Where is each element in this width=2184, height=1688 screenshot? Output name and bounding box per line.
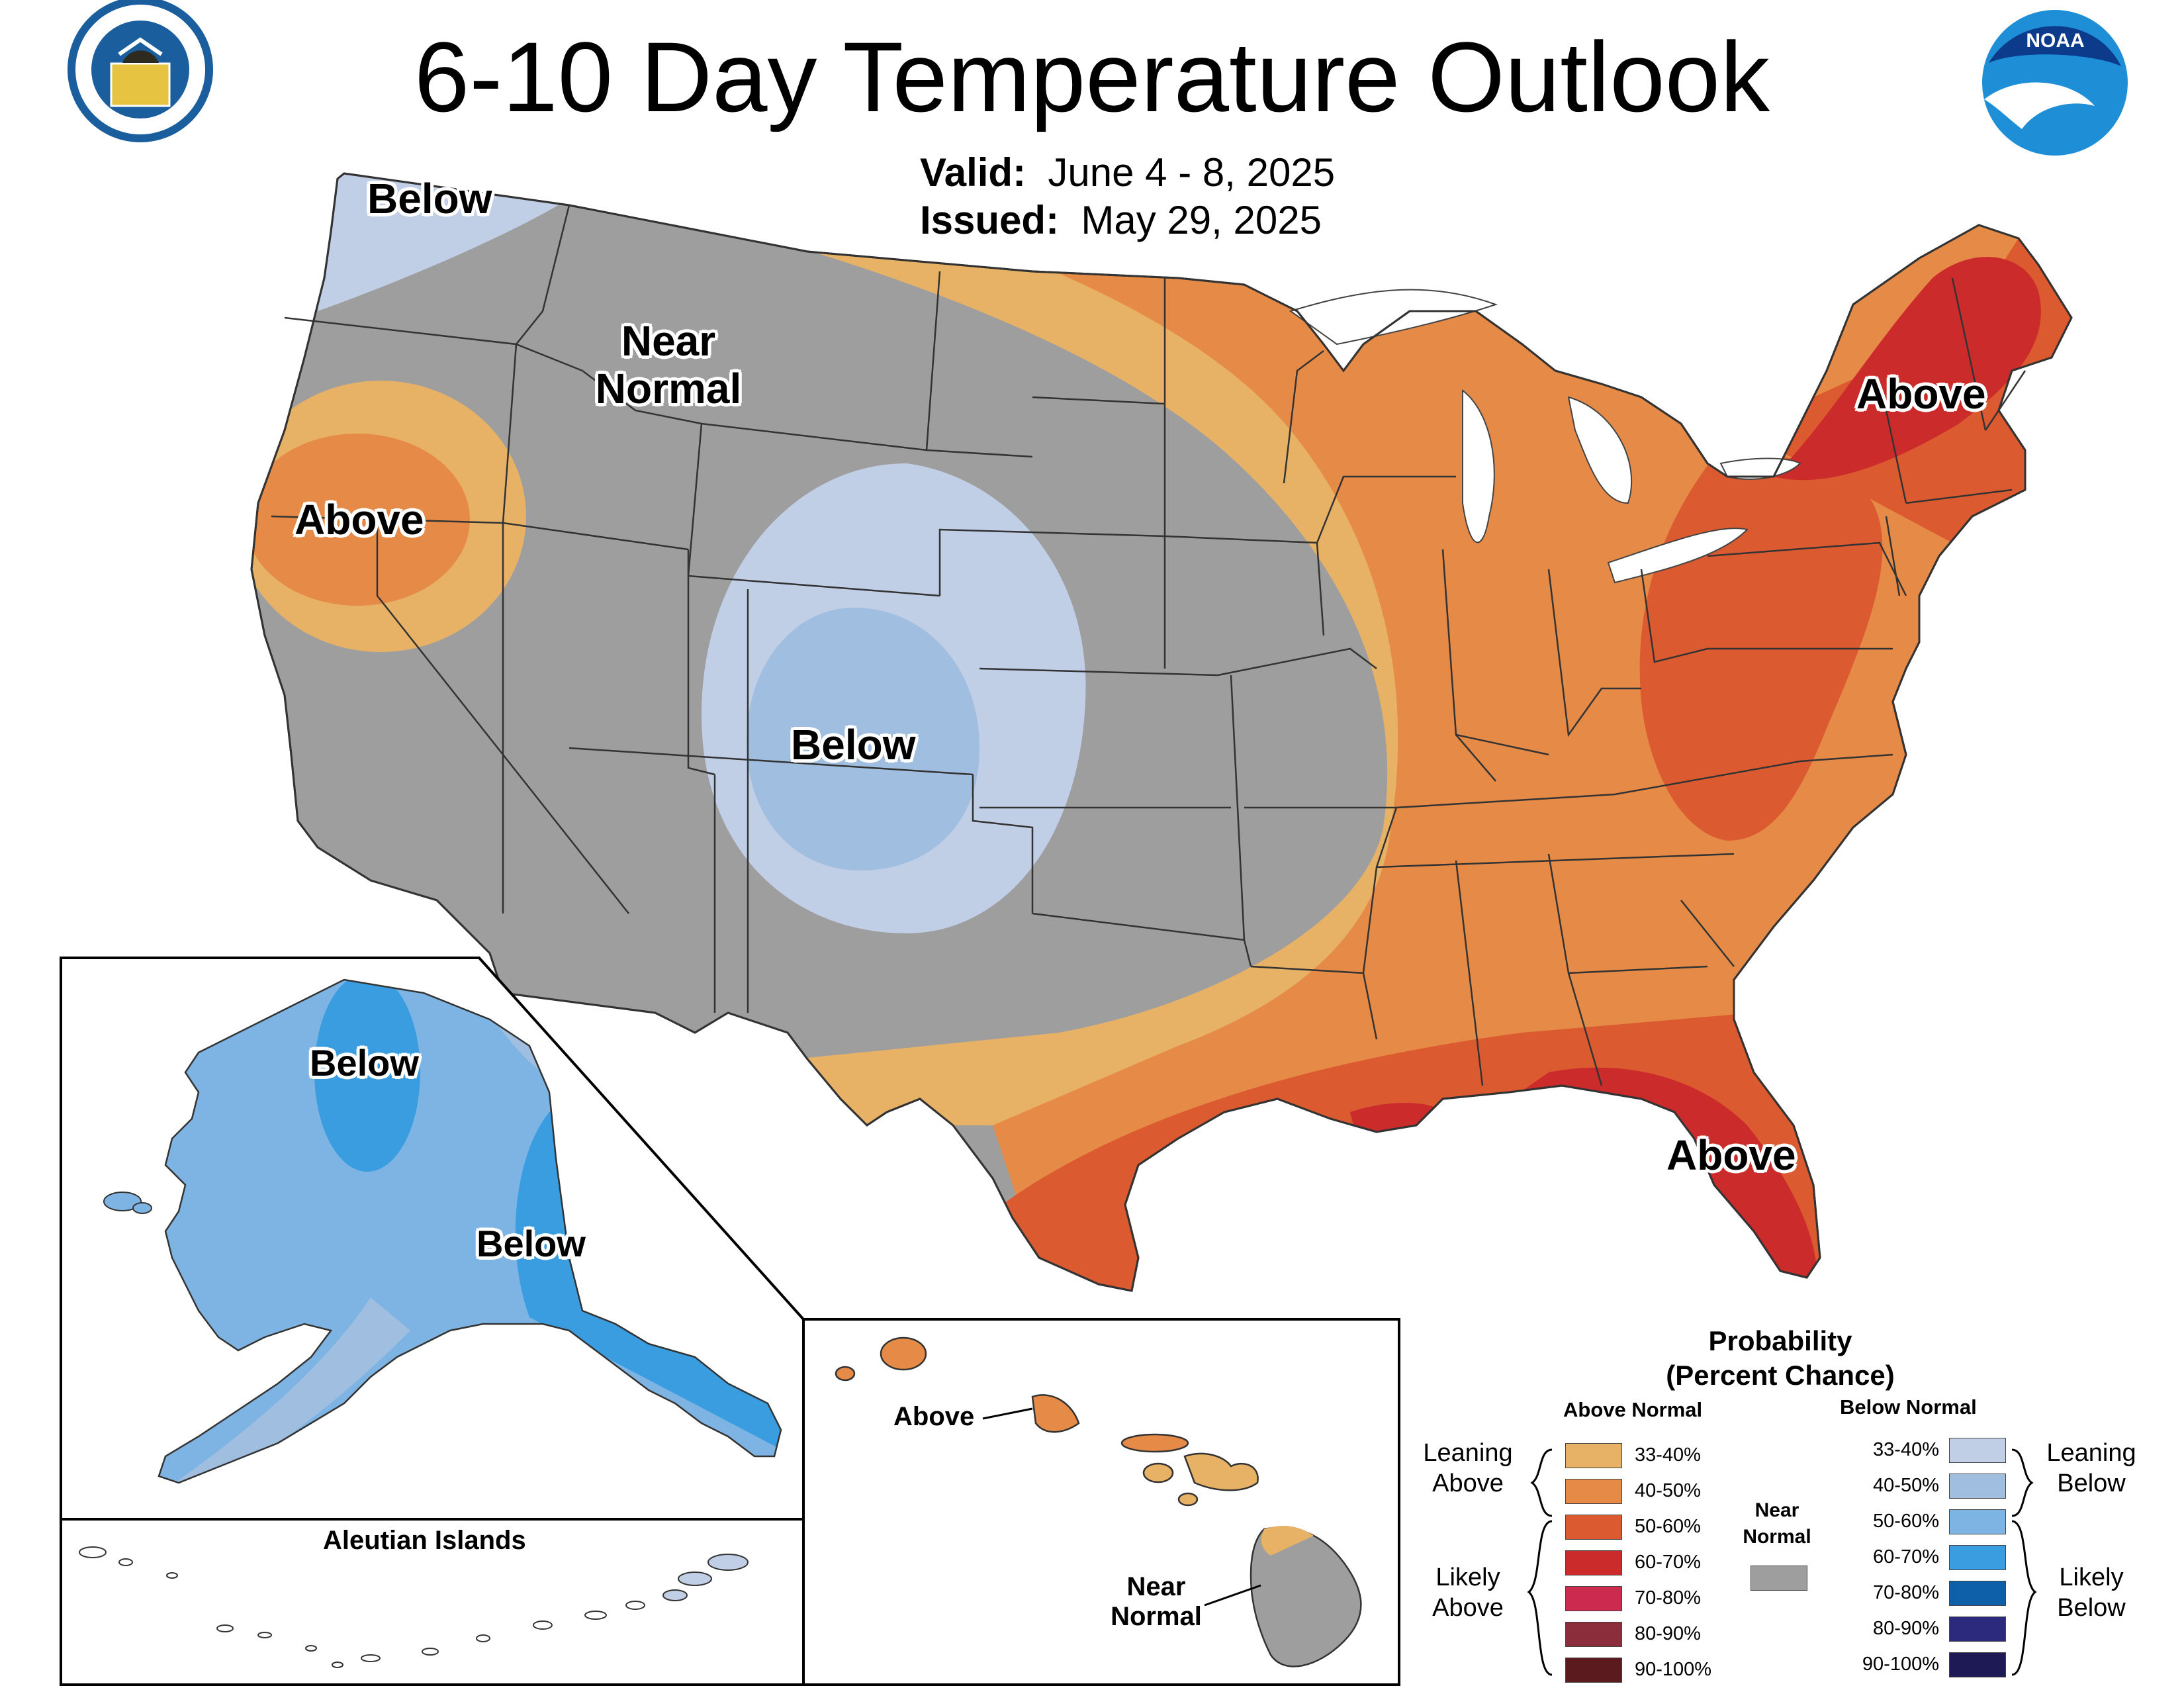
legend-above-range-6: 80-90% bbox=[1635, 1623, 1701, 1644]
molokai-island bbox=[1120, 1433, 1189, 1453]
near-normal-line2: Normal bbox=[595, 364, 742, 412]
hawaii-inset bbox=[802, 1318, 1400, 1686]
legend-below-range-6: 80-90% bbox=[1873, 1618, 1939, 1639]
great-lakes bbox=[1289, 289, 1801, 584]
state-boundaries bbox=[250, 172, 2073, 1292]
aleutian-islands-title: Aleutian Islands bbox=[323, 1526, 526, 1555]
pnw-below-label: Below bbox=[367, 175, 492, 222]
leaning-below-line2: Below bbox=[2057, 1470, 2126, 1497]
legend-above-range-5: 70-80% bbox=[1635, 1587, 1701, 1609]
legend-likely-above: Likely Above bbox=[1415, 1562, 1521, 1623]
below-33-40-pnw-area bbox=[318, 173, 569, 311]
legend-below-swatch-5 bbox=[1949, 1581, 2006, 1606]
legend-near-normal-swatch bbox=[1751, 1566, 1807, 1591]
hawaii-near-normal-label: Near Normal bbox=[1107, 1572, 1206, 1632]
valid-dates: Valid: June 4 - 8, 2025 Issued: May 29, … bbox=[920, 149, 1335, 244]
alaska-east-below-label: Below bbox=[477, 1223, 586, 1264]
aleutian-inset bbox=[60, 1518, 805, 1686]
legend-above-swatch-5 bbox=[1565, 1586, 1622, 1611]
near-normal-line1: Near bbox=[621, 317, 716, 365]
legend-below-header: Below Normal bbox=[1840, 1395, 1977, 1419]
northeast-above-label: Above bbox=[1856, 370, 1986, 418]
legend-below-range-1: 33-40% bbox=[1873, 1439, 1939, 1460]
legend-below-swatch-4 bbox=[1949, 1545, 2006, 1570]
legend-below-range-4: 60-70% bbox=[1873, 1546, 1939, 1568]
kauai-island bbox=[880, 1336, 927, 1371]
legend-leaning-below: Leaning Below bbox=[2035, 1438, 2148, 1499]
legend-above-swatch-2 bbox=[1565, 1479, 1622, 1504]
legend-below-range-3: 50-60% bbox=[1873, 1511, 1939, 1532]
legend-above-swatch-6 bbox=[1565, 1622, 1622, 1647]
likely-above-line2: Above bbox=[1432, 1594, 1504, 1622]
legend-leaning-above: Leaning Above bbox=[1415, 1438, 1521, 1499]
issued-value: May 29, 2025 bbox=[1081, 198, 1322, 242]
above-60-70-louisiana-area bbox=[1350, 1103, 1456, 1141]
likely-below-line2: Below bbox=[2057, 1594, 2126, 1622]
legend-below-swatch-2 bbox=[1949, 1474, 2006, 1499]
legend-below-swatch-1 bbox=[1949, 1438, 2006, 1463]
legend-below-swatch-7 bbox=[1949, 1652, 2006, 1677]
oahu-island bbox=[1031, 1394, 1080, 1433]
near-normal-label: Near Normal bbox=[582, 317, 754, 412]
noaa-logo-text: NOAA bbox=[2026, 30, 2085, 52]
legend-below-swatch-6 bbox=[1949, 1617, 2006, 1642]
page-title: 6-10 Day Temperature Outlook bbox=[414, 21, 1770, 132]
leaning-above-line1: Leaning bbox=[1423, 1439, 1513, 1467]
noaa-logo bbox=[1982, 10, 2128, 156]
likely-below-line1: Likely bbox=[2059, 1564, 2124, 1591]
legend-near-line1: Near bbox=[1754, 1499, 1799, 1521]
maui-island bbox=[1183, 1452, 1259, 1491]
legend-title: Probability (Percent Chance) bbox=[1615, 1324, 1946, 1393]
issued-label: Issued: bbox=[920, 198, 1060, 242]
rockies-below-label: Below bbox=[791, 721, 916, 769]
legend-above-header: Above Normal bbox=[1563, 1398, 1703, 1421]
legend-below-range-2: 40-50% bbox=[1873, 1475, 1939, 1496]
legend-near-line2: Normal bbox=[1743, 1526, 1811, 1548]
legend-above-range-3: 50-60% bbox=[1635, 1516, 1701, 1537]
alaska-north-below-60-70 bbox=[314, 980, 420, 1172]
likely-above-line1: Likely bbox=[1435, 1564, 1500, 1591]
legend-above-range-1: 33-40% bbox=[1635, 1444, 1701, 1466]
big-island bbox=[1250, 1526, 1362, 1667]
legend-title-line1: Probability bbox=[1708, 1325, 1852, 1356]
legend-likely-below: Likely Below bbox=[2035, 1562, 2148, 1623]
legend-above-range-4: 60-70% bbox=[1635, 1552, 1701, 1573]
hawaii-near-line1: Near bbox=[1126, 1572, 1186, 1601]
legend-above-swatch-4 bbox=[1565, 1550, 1622, 1575]
legend-above-range-2: 40-50% bbox=[1635, 1480, 1701, 1501]
legend-below-swatch-3 bbox=[1949, 1509, 2006, 1534]
valid-label: Valid: bbox=[920, 150, 1026, 195]
alaska-north-below-label: Below bbox=[310, 1042, 419, 1084]
legend-above-swatch-3 bbox=[1565, 1515, 1622, 1540]
valid-value: June 4 - 8, 2025 bbox=[1048, 150, 1336, 195]
legend-near-normal: Near Normal bbox=[1737, 1497, 1817, 1550]
commerce-seal-logo bbox=[68, 0, 213, 142]
legend-below-range-5: 70-80% bbox=[1873, 1582, 1939, 1603]
california-above-inner bbox=[251, 434, 470, 606]
leaning-above-line2: Above bbox=[1432, 1470, 1504, 1497]
leaning-below-line1: Leaning bbox=[2046, 1439, 2136, 1467]
legend-above-swatch-1 bbox=[1565, 1443, 1622, 1468]
legend-below-range-7: 90-100% bbox=[1862, 1654, 1939, 1675]
above-60-70-northeast-area bbox=[1774, 256, 2041, 481]
alaska-southwest-below-40-50 bbox=[165, 1297, 410, 1483]
hawaii-near-line2: Normal bbox=[1111, 1601, 1202, 1631]
florida-above-label: Above bbox=[1666, 1131, 1796, 1179]
legend-above-swatch-7 bbox=[1565, 1658, 1622, 1683]
below-40-50-rockies-area bbox=[747, 608, 979, 870]
california-above-label: Above bbox=[295, 496, 424, 543]
legend-above-range-7: 90-100% bbox=[1635, 1659, 1712, 1680]
hawaii-above-label: Above bbox=[893, 1402, 975, 1431]
legend-title-line2: (Percent Chance) bbox=[1666, 1360, 1895, 1391]
